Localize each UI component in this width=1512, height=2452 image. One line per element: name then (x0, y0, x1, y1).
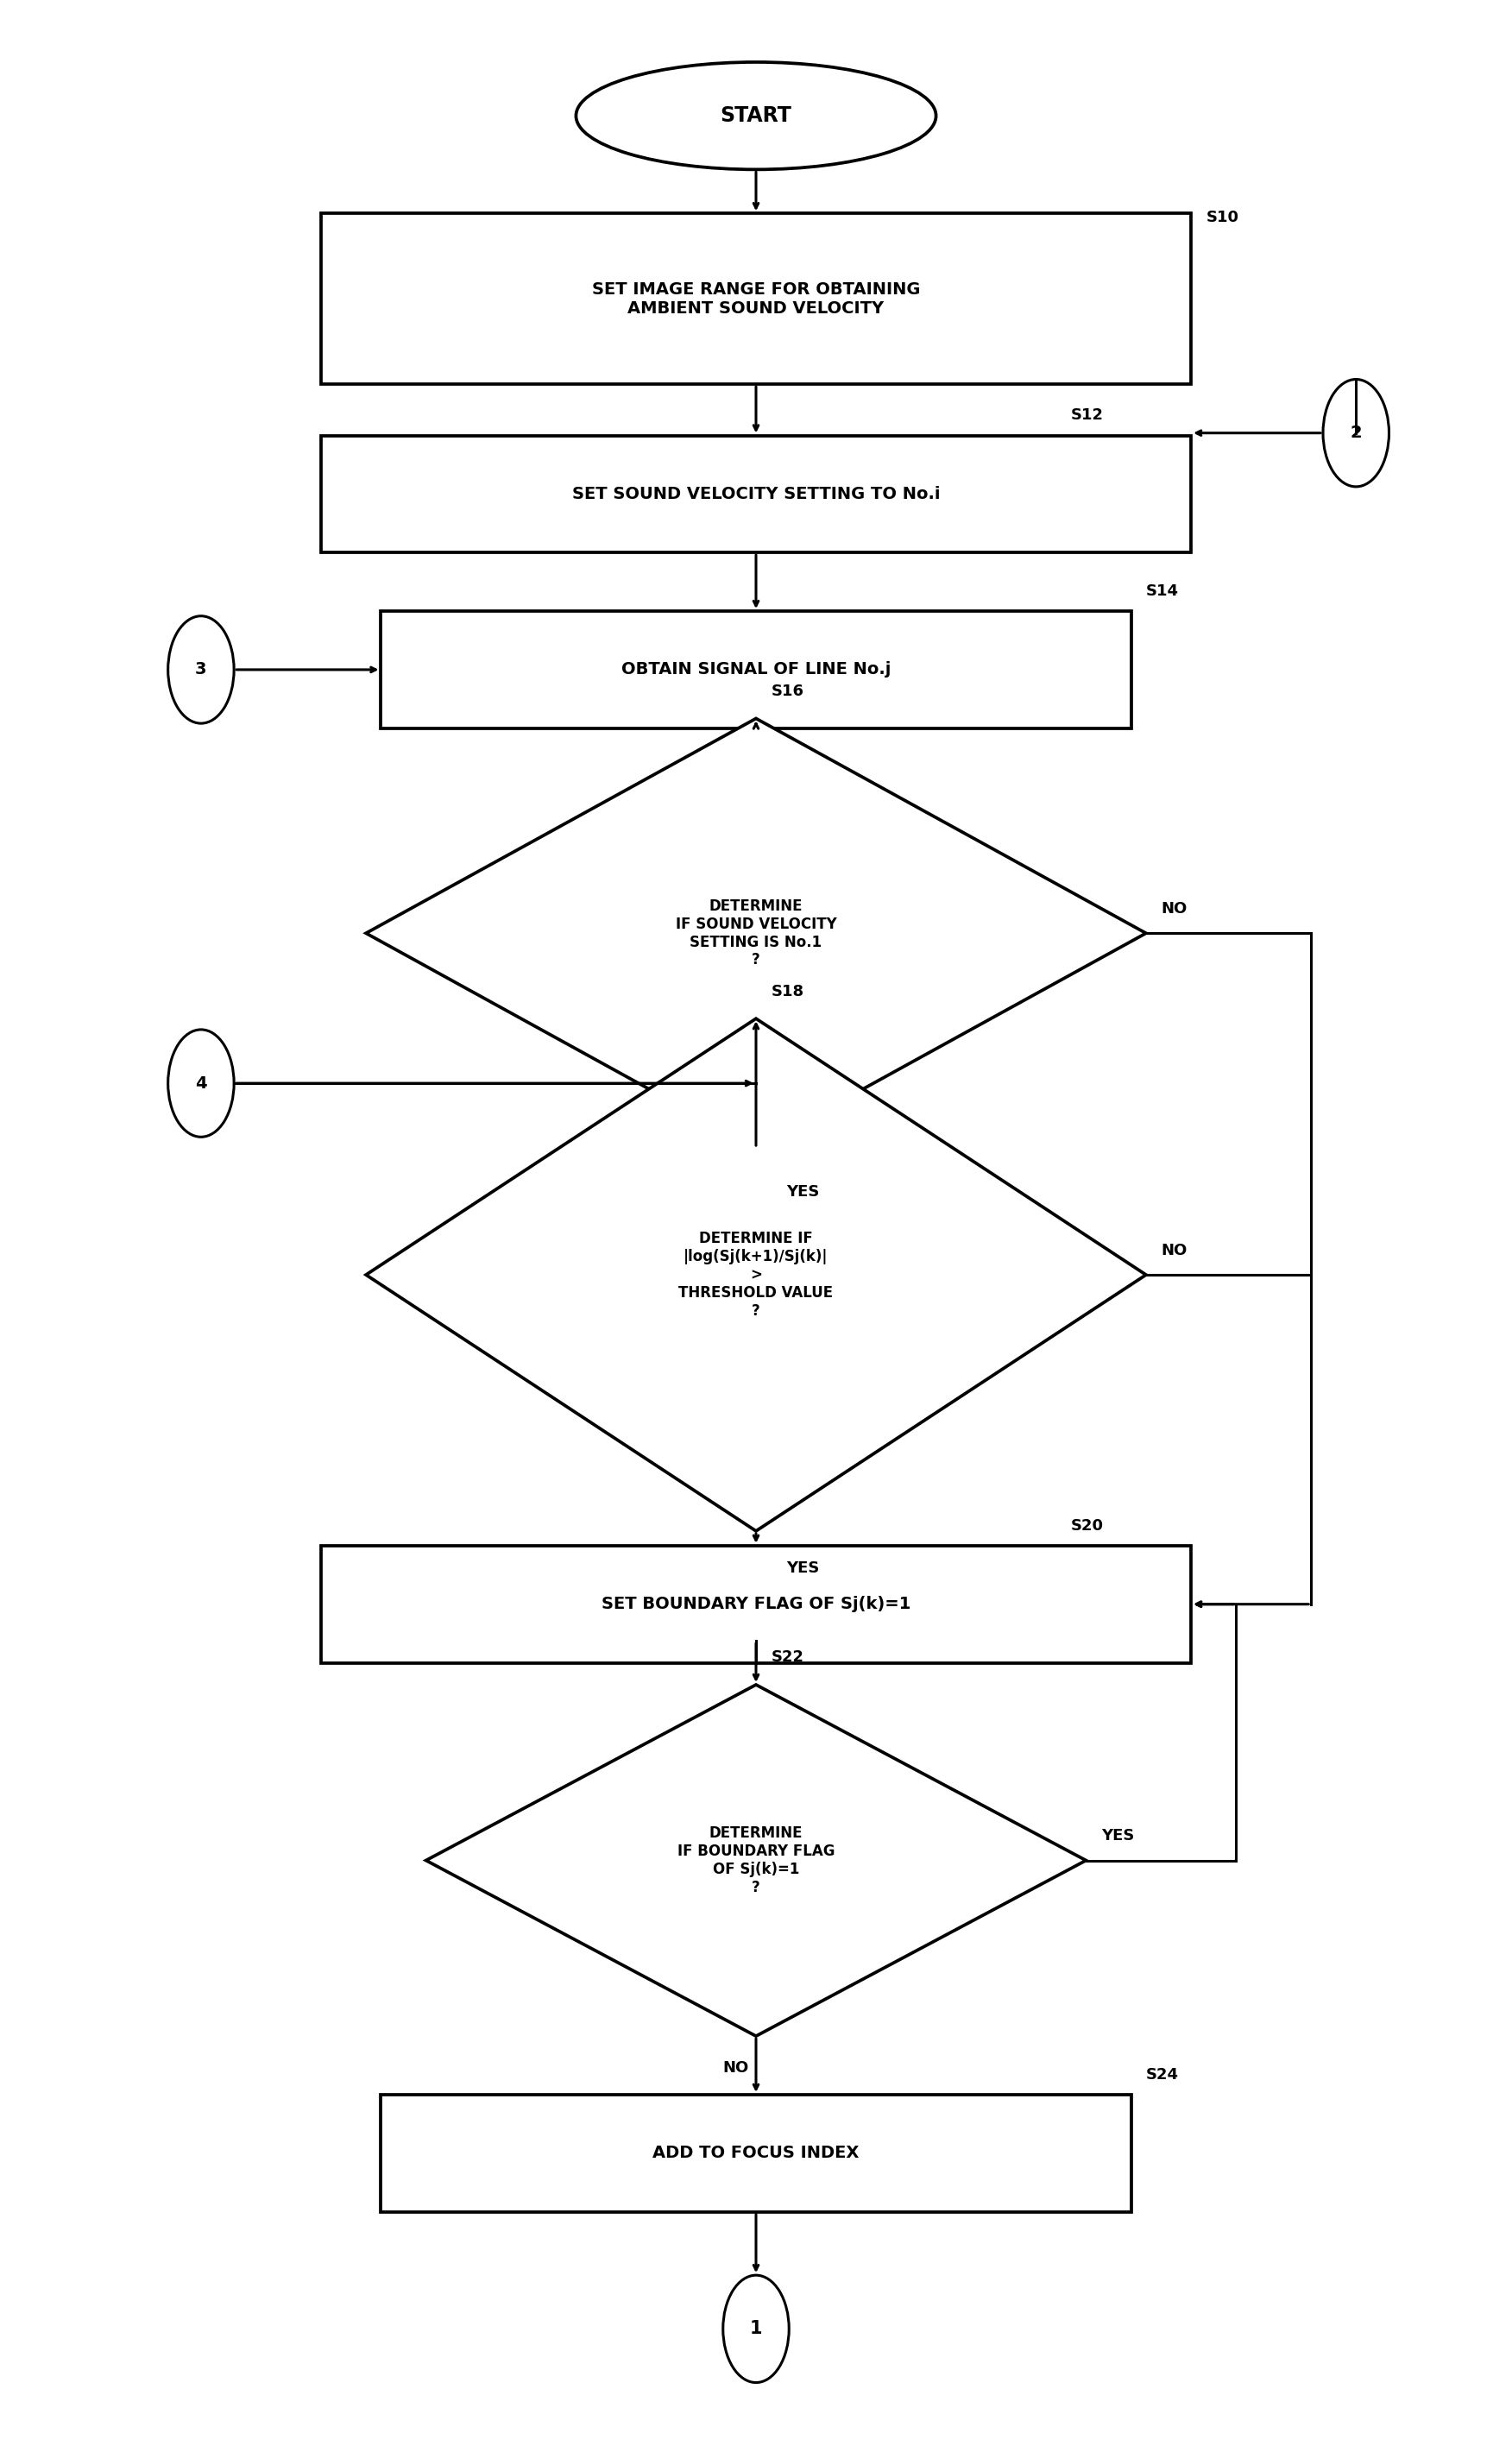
Circle shape (723, 2275, 789, 2383)
Text: 1: 1 (750, 2320, 762, 2337)
Text: S16: S16 (771, 684, 804, 699)
Text: S18: S18 (771, 983, 804, 998)
Text: S10: S10 (1207, 211, 1238, 226)
Text: SET BOUNDARY FLAG OF Sj(k)=1: SET BOUNDARY FLAG OF Sj(k)=1 (602, 1596, 910, 1613)
Circle shape (1323, 380, 1390, 485)
Text: SET SOUND VELOCITY SETTING TO No.i: SET SOUND VELOCITY SETTING TO No.i (572, 485, 940, 503)
Text: S22: S22 (771, 1650, 804, 1665)
Bar (381, 2094, 1131, 2212)
Text: OBTAIN SIGNAL OF LINE No.j: OBTAIN SIGNAL OF LINE No.j (621, 662, 891, 677)
Text: S24: S24 (1146, 2067, 1179, 2082)
Bar (381, 611, 1131, 728)
Text: DETERMINE
IF BOUNDARY FLAG
OF Sj(k)=1
?: DETERMINE IF BOUNDARY FLAG OF Sj(k)=1 ? (677, 1827, 835, 1895)
Polygon shape (366, 718, 1146, 1148)
Polygon shape (366, 1018, 1146, 1530)
Text: S14: S14 (1146, 584, 1179, 598)
Text: SET IMAGE RANGE FOR OBTAINING
AMBIENT SOUND VELOCITY: SET IMAGE RANGE FOR OBTAINING AMBIENT SO… (591, 282, 921, 316)
Bar (321, 213, 1191, 385)
Text: 3: 3 (195, 662, 207, 677)
Circle shape (168, 1030, 234, 1138)
Bar (321, 436, 1191, 552)
Text: 4: 4 (195, 1074, 207, 1091)
Text: YES: YES (786, 1184, 820, 1199)
Text: DETERMINE
IF SOUND VELOCITY
SETTING IS No.1
?: DETERMINE IF SOUND VELOCITY SETTING IS N… (676, 897, 836, 969)
Text: NO: NO (1161, 1243, 1187, 1258)
Text: 2: 2 (1350, 424, 1362, 441)
Circle shape (168, 615, 234, 723)
Text: YES: YES (786, 1559, 820, 1577)
Text: DETERMINE IF
|log(Sj(k+1)/Sj(k)|
>
THRESHOLD VALUE
?: DETERMINE IF |log(Sj(k+1)/Sj(k)| > THRES… (679, 1231, 833, 1319)
Text: NO: NO (1161, 900, 1187, 917)
Text: ADD TO FOCUS INDEX: ADD TO FOCUS INDEX (653, 2146, 859, 2160)
Text: S20: S20 (1070, 1518, 1104, 1532)
Text: START: START (720, 105, 792, 125)
Text: YES: YES (1101, 1829, 1134, 1844)
Bar (321, 1545, 1191, 1662)
Polygon shape (426, 1685, 1086, 2035)
Text: S12: S12 (1070, 407, 1104, 424)
Ellipse shape (576, 61, 936, 169)
Text: NO: NO (723, 2060, 748, 2077)
